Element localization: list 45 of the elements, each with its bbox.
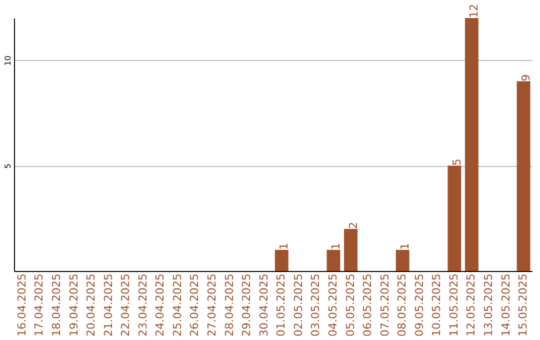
x-tick-label: 01.05.2025 — [274, 274, 288, 336]
x-tick-label: 11.05.2025 — [447, 274, 460, 336]
x-tick-label: 25.04.2025 — [170, 274, 184, 336]
x-tick-label: 17.04.2025 — [32, 274, 46, 336]
x-tick-label: 30.04.2025 — [257, 274, 270, 336]
x-tick-label: 04.05.2025 — [326, 274, 340, 336]
x-tick-label: 08.05.2025 — [396, 274, 409, 336]
bar — [464, 18, 478, 271]
x-tick-label: 07.05.2025 — [378, 274, 392, 336]
x-tick-label: 05.05.2025 — [344, 274, 357, 336]
bar — [326, 250, 340, 271]
x-tick-label: 24.04.2025 — [154, 274, 167, 336]
bar — [274, 250, 288, 271]
x-tick-label: 26.04.2025 — [188, 274, 202, 336]
x-tick-label: 29.04.2025 — [240, 274, 254, 336]
x-tick-label: 22.04.2025 — [119, 274, 132, 336]
x-tick-label: 15.05.2025 — [516, 274, 530, 336]
data-label: 5 — [450, 158, 464, 166]
x-tick-label: 27.04.2025 — [206, 274, 219, 336]
bar — [396, 250, 410, 271]
data-label: 1 — [329, 242, 342, 250]
x-tick-label: 23.04.2025 — [136, 274, 150, 336]
x-tick-label: 10.05.2025 — [430, 274, 444, 336]
x-tick-label: 20.04.2025 — [84, 274, 98, 336]
data-label: 1 — [278, 242, 291, 250]
x-tick-label: 28.04.2025 — [222, 274, 236, 336]
data-label: 12 — [468, 4, 481, 18]
data-label: 2 — [346, 222, 360, 229]
x-tick-label: 06.05.2025 — [361, 274, 374, 336]
bar — [516, 81, 530, 271]
x-tick-label: 09.05.2025 — [412, 274, 426, 336]
x-tick-label: 19.04.2025 — [67, 274, 80, 336]
x-tick-label: 12.05.2025 — [464, 274, 478, 336]
bar — [344, 228, 358, 271]
x-tick-label: 02.05.2025 — [292, 274, 305, 336]
x-tick-label: 03.05.2025 — [309, 274, 322, 336]
bar — [448, 166, 462, 271]
data-label: 9 — [520, 74, 533, 82]
data-label: 1 — [398, 242, 412, 250]
y-tick-label: 10 — [4, 56, 12, 66]
x-tick-label: 16.04.2025 — [15, 274, 28, 336]
x-tick-label: 21.04.2025 — [102, 274, 115, 336]
x-tick-label: 14.05.2025 — [499, 274, 512, 336]
x-tick-label: 13.05.2025 — [482, 274, 495, 336]
x-tick-label: 18.04.2025 — [50, 274, 64, 336]
